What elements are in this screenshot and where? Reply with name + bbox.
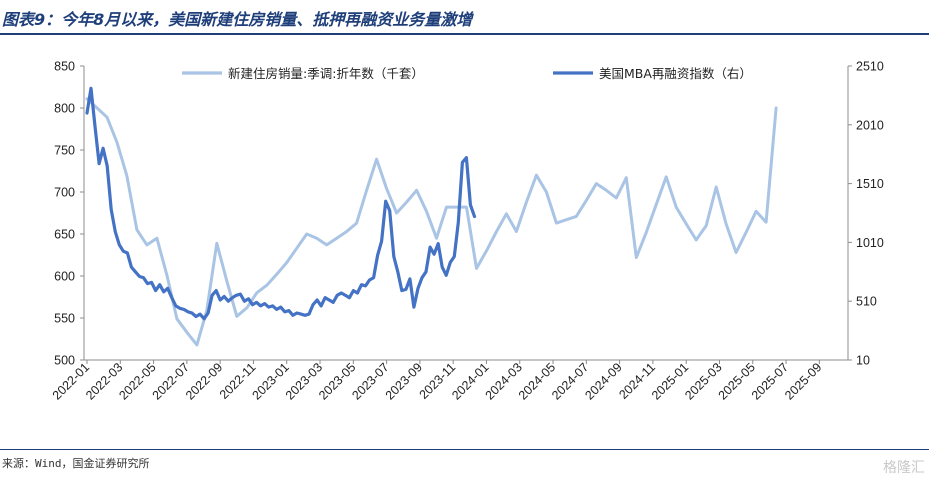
watermark: 格隆汇 — [883, 460, 925, 476]
left-tick-label: 700 — [54, 186, 75, 200]
left-tick-label: 650 — [54, 228, 75, 242]
left-tick-label: 800 — [54, 102, 75, 116]
x-tick-label: 2024-09 — [582, 360, 624, 402]
series-layer — [85, 86, 778, 347]
right-tick-label: 10 — [856, 354, 870, 368]
left-tick-label: 850 — [54, 60, 75, 74]
right-tick-label: 2010 — [856, 118, 884, 132]
legend-item-new-home-sales-label: 新建住房销量:季调:折年数（千套） — [228, 66, 424, 81]
source-note: 来源：Wind，国金证券研究所 — [2, 457, 150, 470]
x-tick-label: 2023-09 — [383, 360, 425, 402]
chart-legend: 新建住房销量:季调:折年数（千套） 美国MBA再融资指数（右） — [182, 66, 752, 81]
series-line-new-home-sales — [85, 97, 778, 347]
bottom-rule — [0, 449, 929, 450]
x-tick-label: 2022-09 — [183, 360, 225, 402]
legend-item-mba-refinance-label: 美国MBA再融资指数（右） — [599, 66, 752, 81]
right-tick-label: 510 — [856, 295, 877, 309]
left-tick-label: 500 — [54, 354, 75, 368]
right-tick-label: 1010 — [856, 236, 884, 250]
left-tick-label: 750 — [54, 144, 75, 158]
left-tick-label: 600 — [54, 270, 75, 284]
chart-axes: 500 550 600 650 700 750 800 850 10 510 1010 1510 201… — [50, 60, 884, 403]
series-line-mba-refinance — [85, 86, 477, 321]
page-title: 图表9：今年8月以来，美国新建住房销量、抵押再融资业务量激增 — [2, 10, 473, 29]
left-tick-label: 550 — [54, 312, 75, 326]
x-tick-label: 2025-09 — [782, 360, 824, 402]
title-rule — [0, 33, 929, 35]
right-tick-label: 1510 — [856, 177, 884, 191]
line-chart: 500 550 600 650 700 750 800 850 10 510 1010 1510 201… — [50, 60, 884, 403]
right-tick-label: 2510 — [856, 60, 884, 74]
